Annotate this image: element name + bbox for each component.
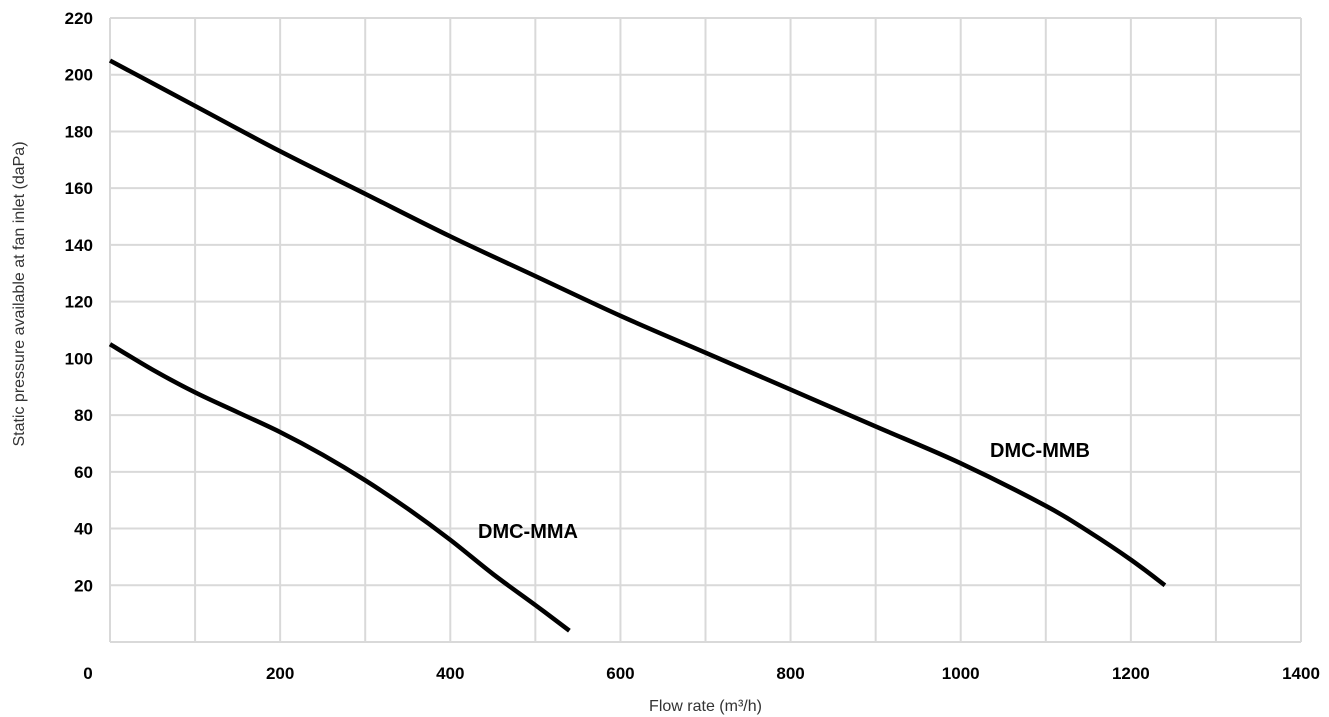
series-labels: DMC-MMA DMC-MMB: [478, 440, 1090, 543]
x-axis-title: Flow rate (m³/h): [649, 698, 762, 715]
y-axis-title: Static pressure available at fan inlet (…: [11, 141, 28, 446]
y-tick-label: 60: [74, 463, 93, 482]
x-tick-label: 1200: [1112, 664, 1150, 683]
series-label-dmc-mmb: DMC-MMB: [990, 440, 1090, 462]
y-tick-label: 40: [74, 520, 93, 539]
x-tick-label: 0: [83, 664, 92, 683]
y-tick-label: 200: [65, 66, 93, 85]
series-line-dmc-mmb: [108, 58, 1167, 588]
series-label-dmc-mma: DMC-MMA: [478, 521, 578, 543]
series: [108, 58, 1167, 633]
y-tick-label: 220: [65, 9, 93, 28]
axes: [109, 18, 1301, 643]
series-line-dmc-mma: [108, 342, 571, 633]
y-tick-label: 180: [65, 122, 93, 141]
x-tick-label: 400: [436, 664, 464, 683]
x-tick-label: 200: [266, 664, 294, 683]
grid: [110, 17, 1302, 642]
y-tick-label: 100: [65, 349, 93, 368]
x-tick-label: 800: [776, 664, 804, 683]
y-tick-label: 120: [65, 293, 93, 312]
y-tick-label: 140: [65, 236, 93, 255]
y-tick-label: 20: [74, 576, 93, 595]
x-tick-label: 600: [606, 664, 634, 683]
x-tick-label: 1000: [942, 664, 980, 683]
y-tick-label: 80: [74, 406, 93, 425]
x-tick-label: 1400: [1282, 664, 1320, 683]
tick-labels: 20 40 60 80 100 120 140 160 180 200 220 0 200 400 600 8…: [65, 9, 1320, 683]
y-tick-label: 160: [65, 179, 93, 198]
